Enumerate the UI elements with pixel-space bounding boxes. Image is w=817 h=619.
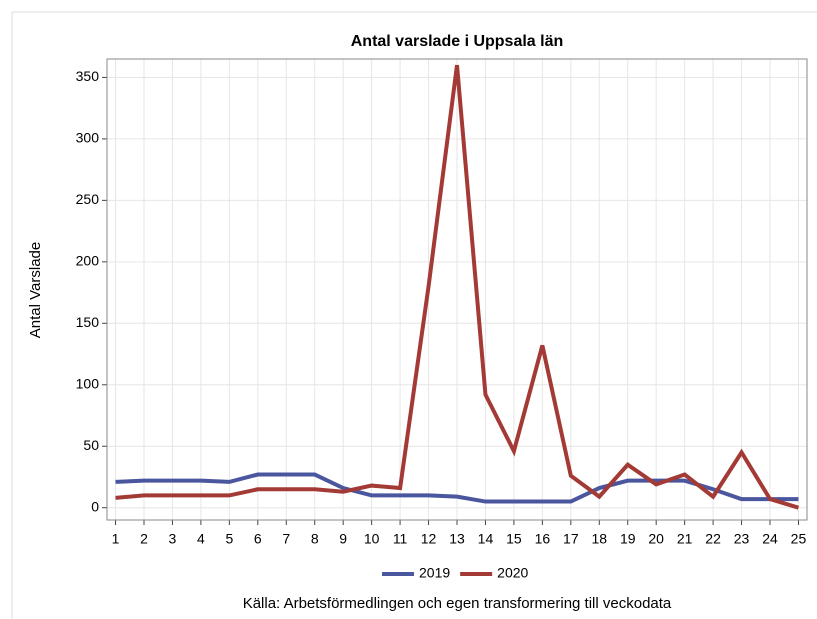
x-tick-label: 2 xyxy=(140,531,148,547)
x-tick-label: 21 xyxy=(677,531,693,547)
y-tick-label: 0 xyxy=(91,498,99,514)
x-tick-label: 23 xyxy=(734,531,750,547)
line-series xyxy=(115,64,800,510)
y-tick-label: 250 xyxy=(76,191,100,207)
x-tick-label: 24 xyxy=(762,531,778,547)
x-tick-label: 14 xyxy=(478,531,494,547)
x-tick-label: 18 xyxy=(591,531,607,547)
x-tick-label: 6 xyxy=(254,531,262,547)
plot-frame xyxy=(106,58,808,521)
caption: Källa: Arbetsförmedlingen och egen trans… xyxy=(243,595,672,612)
x-tick-label: 4 xyxy=(197,531,205,547)
x-tick-label: 3 xyxy=(169,531,177,547)
x-tick-label: 25 xyxy=(791,531,807,547)
x-tick-label: 9 xyxy=(339,531,347,547)
x-tick-label: 8 xyxy=(311,531,319,547)
x-tick-label: 12 xyxy=(421,531,437,547)
x-tick-label: 16 xyxy=(535,531,551,547)
y-tick-label: 50 xyxy=(83,437,99,453)
y-tick-label: 100 xyxy=(76,375,100,391)
y-tick-label: 150 xyxy=(76,314,100,330)
x-tick-label: 1 xyxy=(112,531,120,547)
x-tick-label: 10 xyxy=(364,531,380,547)
y-axis-label: Antal Varslade xyxy=(27,242,44,338)
legend-label: 2020 xyxy=(497,565,528,581)
x-tick-label: 5 xyxy=(225,531,233,547)
legend-label: 2019 xyxy=(419,565,450,581)
line-series xyxy=(115,472,799,504)
x-tick-label: 13 xyxy=(449,531,465,547)
y-tick-label: 200 xyxy=(76,253,100,269)
x-tick-label: 20 xyxy=(648,531,664,547)
x-tick-label: 7 xyxy=(282,531,290,547)
x-tick-label: 19 xyxy=(620,531,636,547)
x-tick-label: 11 xyxy=(393,531,408,547)
y-tick-label: 300 xyxy=(76,130,100,146)
y-tick-label: 350 xyxy=(76,68,100,84)
x-tick-label: 17 xyxy=(563,531,579,547)
chart-title: Antal varslade i Uppsala län xyxy=(351,33,564,50)
x-tick-label: 22 xyxy=(705,531,721,547)
x-tick-label: 15 xyxy=(506,531,522,547)
